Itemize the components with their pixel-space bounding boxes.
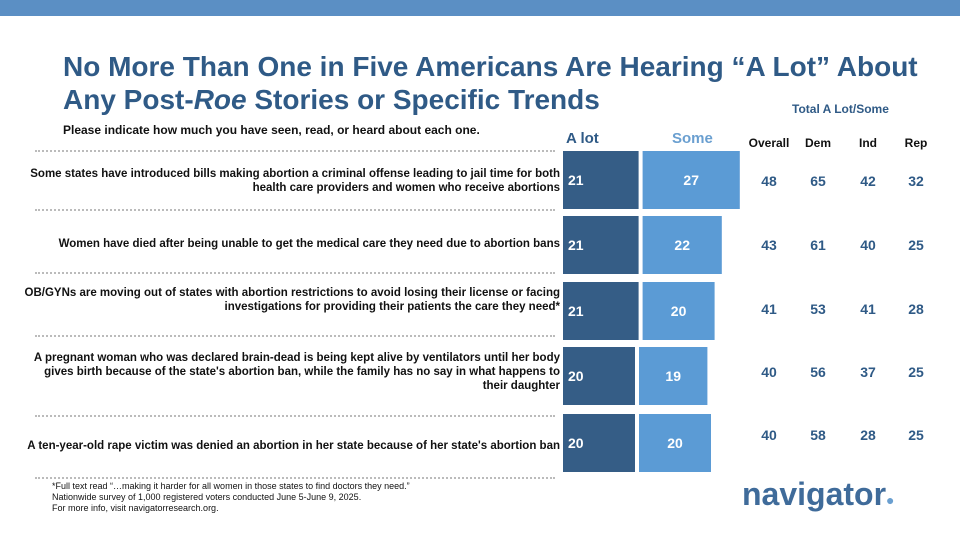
- row-label-2: Women have died after being unable to ge…: [58, 238, 560, 250]
- bar-label-some-2: 22: [674, 237, 690, 253]
- title-line1: No More Than One in Five Americans Are H…: [63, 51, 918, 82]
- bar-some-3: [642, 282, 715, 340]
- total-rep-3: 28: [908, 301, 924, 317]
- row-label-3: OB/GYNs are moving out of states with ab…: [24, 287, 560, 313]
- bar-label-a-lot-2: 21: [568, 237, 584, 253]
- bar-label-a-lot-1: 21: [568, 172, 584, 188]
- row-divider: [35, 150, 555, 152]
- bar-a-lot-3: [563, 282, 639, 340]
- total-ind-3: 41: [860, 301, 876, 317]
- row-divider: [35, 209, 555, 211]
- total-overall-1: 48: [761, 173, 777, 189]
- chart-subtitle: Please indicate how much you have seen, …: [63, 123, 480, 137]
- bar-some-2: [642, 216, 722, 274]
- total-ind-5: 28: [860, 427, 876, 443]
- footnote-line: Nationwide survey of 1,000 registered vo…: [52, 492, 362, 502]
- total-header-rep: Rep: [904, 136, 928, 150]
- bar-label-a-lot-4: 20: [568, 368, 584, 384]
- bar-a-lot-1: [563, 151, 639, 209]
- footnote: *Full text read “…making it harder for a…: [52, 481, 410, 514]
- footnote-line: *Full text read “…making it harder for a…: [52, 481, 410, 491]
- total-a-lot-some-label: Total A Lot/Some: [792, 102, 889, 116]
- total-rep-2: 25: [908, 237, 924, 253]
- row-divider: [35, 415, 555, 417]
- total-dem-1: 65: [810, 173, 826, 189]
- total-rep-5: 25: [908, 427, 924, 443]
- total-dem-2: 61: [810, 237, 826, 253]
- total-rep-1: 32: [908, 173, 924, 189]
- bar-label-some-4: 19: [665, 368, 681, 384]
- title-line2-prefix: Any Post-: [63, 84, 194, 115]
- total-dem-4: 56: [810, 364, 826, 380]
- logo-dot: ●: [886, 492, 895, 508]
- total-overall-2: 43: [761, 237, 777, 253]
- total-overall-5: 40: [761, 427, 777, 443]
- legend-a-lot: A lot: [566, 130, 599, 147]
- row-divider: [35, 272, 555, 274]
- total-header-ind: Ind: [859, 136, 877, 150]
- logo-text: navigator: [742, 476, 887, 512]
- total-ind-1: 42: [860, 173, 876, 189]
- total-dem-5: 58: [810, 427, 826, 443]
- total-header-dem: Dem: [804, 136, 831, 150]
- top-accent-bar: [0, 0, 960, 16]
- footnote-line: For more info, visit navigatorresearch.o…: [52, 503, 219, 513]
- bar-a-lot-4: [563, 347, 635, 405]
- bar-label-some-3: 20: [671, 303, 687, 319]
- bar-a-lot-2: [563, 216, 639, 274]
- total-header-overall: Overall: [748, 136, 790, 150]
- row-label-5: A ten-year-old rape victim was denied an…: [27, 440, 560, 452]
- total-ind-2: 40: [860, 237, 876, 253]
- total-ind-4: 37: [860, 364, 876, 380]
- total-dem-3: 53: [810, 301, 826, 317]
- row-divider: [35, 477, 555, 479]
- page-title: No More Than One in Five Americans Are H…: [63, 50, 943, 116]
- bar-some-1: [642, 151, 740, 209]
- row-divider: [35, 335, 555, 337]
- title-line2-italic: Roe: [193, 84, 247, 115]
- row-label-4: A pregnant woman who was declared brain-…: [33, 352, 560, 392]
- bar-some-4: [639, 347, 708, 405]
- bar-label-a-lot-3: 21: [568, 303, 584, 319]
- legend-some: Some: [672, 130, 713, 147]
- bar-a-lot-5: [563, 414, 635, 472]
- bar-label-a-lot-5: 20: [568, 435, 584, 451]
- bar-label-some-1: 27: [683, 172, 699, 188]
- total-overall-4: 40: [761, 364, 777, 380]
- total-rep-4: 25: [908, 364, 924, 380]
- navigator-logo: navigator●: [742, 476, 895, 513]
- bar-some-5: [639, 414, 711, 472]
- title-line2-suffix: Stories or Specific Trends: [246, 84, 600, 115]
- total-overall-3: 41: [761, 301, 777, 317]
- row-label-1: Some states have introduced bills making…: [30, 168, 560, 194]
- bar-label-some-5: 20: [667, 435, 683, 451]
